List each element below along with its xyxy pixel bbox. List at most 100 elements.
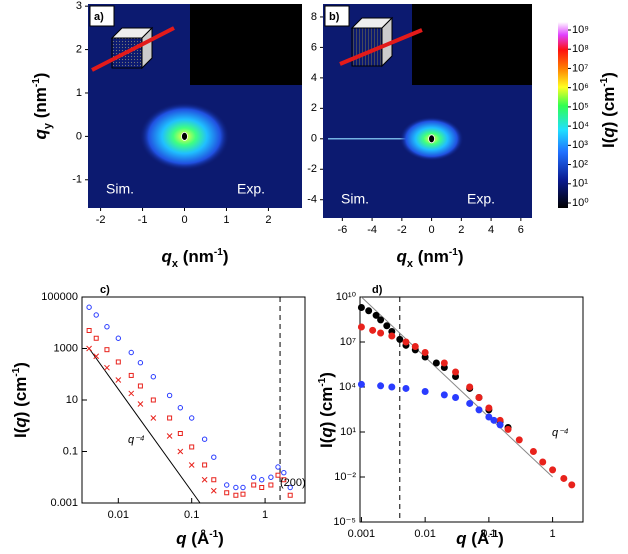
marker [475,393,483,401]
colorbar-label-part: ) (cm [599,87,618,128]
marker [539,458,547,466]
marker [452,393,460,401]
marker [128,372,134,378]
marker [104,324,110,330]
marker [275,464,281,470]
x-axis-label-part: -1 [209,529,218,540]
marker [485,404,493,412]
y-axis-label: qy (nm-1) [31,73,54,140]
x-axis-label-part: ) [458,247,464,266]
panel: Sim. Exp. a) -2 -1 0 1 2 -1 0 1 2 3 [72,0,302,226]
marker [202,462,208,468]
x-tick-label: 0.01 [414,528,435,540]
panel: d) 0.001 0.01 0.1 1 10⁻⁵ 10⁻² 10¹ 10⁴ 10⁷ 10¹⁰ q⁻⁴ [333,284,584,540]
marker [560,474,568,482]
panel-label: a) [94,11,104,23]
marker [440,391,448,399]
marker [529,448,537,456]
y-tick-label: 0 [76,130,82,142]
x-axis-label-part: ) [223,247,229,266]
beam-stop [181,131,188,141]
y-axis-label: I(q) (cm-1) [317,372,336,448]
y-tick-label: 10⁷ [340,336,356,348]
marker [490,416,498,424]
masked-quadrant [190,4,302,85]
x-tick-label: 1 [550,528,556,540]
y-axis-label-part: q [317,427,336,438]
y-axis-label-part: q [11,417,30,428]
marker [388,332,396,340]
y-tick-label: 10⁻² [334,471,356,483]
y-axis-label-part: y [42,122,54,129]
marker [259,477,265,483]
y-axis-label-part: ) (cm [11,377,30,418]
colorbar-tick-label: 10⁷ [572,62,588,74]
masked-quadrant [412,4,532,85]
x-axis-label: q (Å-1) [456,529,504,548]
marker [357,380,365,388]
panel-label: b) [329,11,340,23]
marker [568,481,576,489]
x-tick-label: 0.01 [108,509,129,521]
marker [188,462,195,468]
marker [287,492,293,498]
x-tick-label: 0.1 [481,528,496,540]
marker [177,405,184,411]
y-tick-label: -4 [307,194,317,206]
marker [377,329,385,337]
x-axis-label: qx (nm-1) [397,247,464,270]
y-tick-label: -1 [72,174,82,186]
panel-label-box [89,5,115,27]
y-tick-label: 100000 [41,291,78,303]
plot-frame [81,296,306,504]
x-axis-label-part: q [397,247,408,266]
marker [475,406,483,414]
panel: Sim. Exp. b) -6 -4 -2 0 2 4 6 -4 -2 0 2 4 6 8 10⁰ 10¹ 10² 10… [307,4,589,236]
x-tick-label: -6 [337,224,347,236]
marker [402,338,410,346]
x-axis-label-part: x [172,258,179,270]
x-tick-label: 0.1 [184,509,199,521]
colorbar-tick-label: 10¹ [572,178,588,190]
y-axis-label-part: q [31,128,50,139]
y-tick-label: 2 [311,102,317,114]
panel-label: c) [100,284,110,296]
marker [233,492,239,498]
annotation: q⁻⁴ [128,434,145,446]
right-label: Exp. [237,181,265,197]
colorbar-tick-label: 10⁴ [572,120,589,132]
marker [224,482,230,488]
colorbar-tick-label: 10³ [572,139,588,151]
marker [211,454,217,460]
marker [287,484,293,491]
y-tick-label: 10¹ [340,426,356,438]
y-axis-label-part: ) (cm [317,387,336,428]
marker [86,328,92,334]
marker [167,415,173,421]
marker [177,448,184,455]
marker [93,312,99,318]
annotation: (200) [280,477,306,489]
colorbar-label-part: ) [599,72,618,78]
marker [137,383,143,389]
y-axis-label-part: ) [317,372,336,378]
x-axis-label-part: -1 [214,247,223,258]
marker [188,415,195,421]
marker [211,477,217,483]
marker [150,415,157,421]
marker [357,303,365,311]
y-tick-label: 10 [66,394,78,406]
marker [104,364,110,371]
y-tick-label: 4 [311,72,317,84]
y-tick-label: 3 [76,0,82,12]
marker [86,304,92,310]
marker [466,399,474,407]
y-tick-label: 0.001 [50,497,78,509]
left-label: Sim. [106,181,134,197]
y-axis-label: I(q) (cm-1) [11,362,30,438]
marker [115,377,122,383]
marker [240,484,246,491]
panel-label: d) [372,284,383,296]
marker [496,421,504,429]
